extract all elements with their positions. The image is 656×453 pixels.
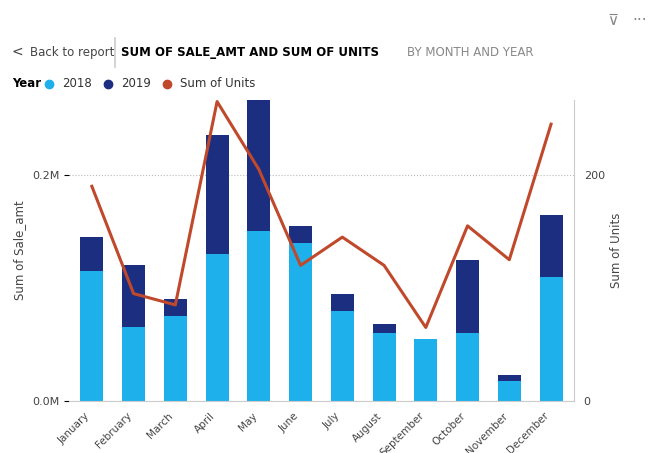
Text: ⊽: ⊽: [608, 13, 619, 28]
Text: BY MONTH AND YEAR: BY MONTH AND YEAR: [407, 46, 533, 58]
Bar: [415, 339, 438, 401]
Y-axis label: Sum of Sale_amt: Sum of Sale_amt: [13, 200, 26, 300]
Bar: [80, 271, 104, 401]
Bar: [373, 333, 396, 401]
Bar: [122, 328, 145, 401]
Text: SUM OF SALE_AMT AND SUM OF UNITS: SUM OF SALE_AMT AND SUM OF UNITS: [121, 46, 379, 58]
Text: Back to report: Back to report: [30, 46, 114, 58]
Bar: [247, 231, 270, 401]
Bar: [205, 254, 228, 401]
Text: Sum of Units: Sum of Units: [180, 77, 256, 90]
Bar: [373, 324, 396, 333]
Bar: [164, 316, 187, 401]
Bar: [539, 277, 563, 401]
Text: 2018: 2018: [62, 77, 92, 90]
Bar: [498, 375, 521, 381]
Bar: [456, 260, 479, 333]
Bar: [122, 265, 145, 328]
Bar: [539, 215, 563, 277]
Y-axis label: Sum of Units: Sum of Units: [610, 212, 623, 288]
Text: 2019: 2019: [121, 77, 152, 90]
Bar: [331, 294, 354, 311]
Bar: [331, 311, 354, 401]
Text: ···: ···: [632, 13, 647, 28]
Bar: [164, 299, 187, 316]
Bar: [247, 90, 270, 231]
Bar: [456, 333, 479, 401]
Bar: [498, 381, 521, 401]
Bar: [80, 237, 104, 271]
Bar: [205, 135, 228, 254]
Bar: [289, 243, 312, 401]
Text: Year: Year: [12, 77, 41, 90]
Bar: [289, 226, 312, 243]
Text: <: <: [12, 45, 24, 59]
